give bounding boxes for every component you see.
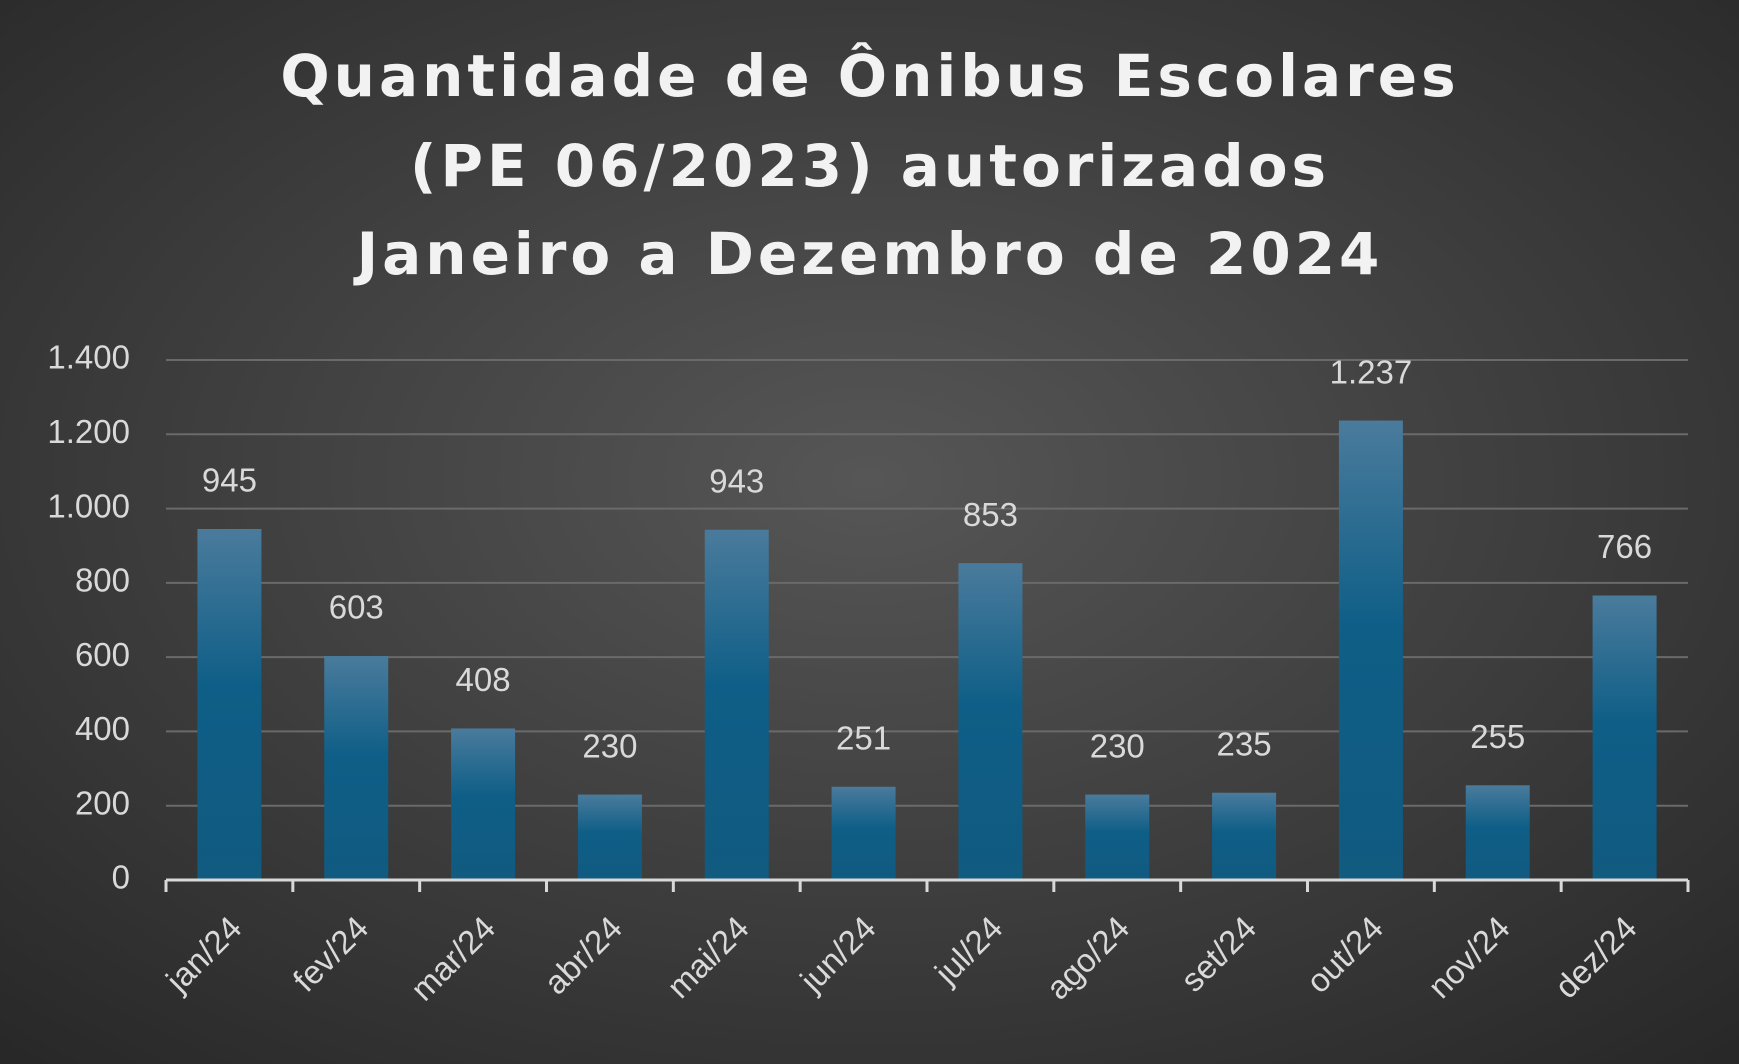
y-tick-label: 1.400 [47,339,130,376]
chart-title: (PE 06/2023) autorizados [410,132,1330,200]
bar [451,728,516,880]
value-label: 766 [1597,528,1652,565]
chart-title: Quantidade de Ônibus Escolares [280,41,1459,110]
y-tick-label: 600 [75,636,130,673]
value-label: 945 [202,462,257,499]
bar [577,794,642,880]
value-label: 255 [1470,718,1525,755]
bar [1592,595,1657,880]
chart-title: Janeiro a Dezembro de 2024 [353,220,1384,288]
bar [1465,785,1530,880]
value-label: 408 [456,661,511,698]
bar [704,529,769,880]
y-tick-label: 1.000 [47,487,130,524]
value-label: 230 [1090,727,1145,764]
bar [197,529,262,880]
value-label: 251 [836,719,891,756]
bar [958,563,1023,880]
value-label: 235 [1217,725,1272,762]
bar [1212,792,1277,880]
y-tick-label: 0 [112,859,130,896]
y-tick-label: 800 [75,562,130,599]
y-tick-label: 200 [75,784,130,821]
value-label: 943 [709,462,764,499]
value-label: 853 [963,496,1018,533]
bar [324,656,389,880]
value-label: 603 [329,589,384,626]
bar [1338,420,1403,880]
y-tick-label: 1.200 [47,413,130,450]
bar [1085,794,1150,880]
bar [831,786,896,880]
value-label: 1.237 [1330,353,1413,390]
value-label: 230 [582,727,637,764]
y-tick-label: 400 [75,710,130,747]
